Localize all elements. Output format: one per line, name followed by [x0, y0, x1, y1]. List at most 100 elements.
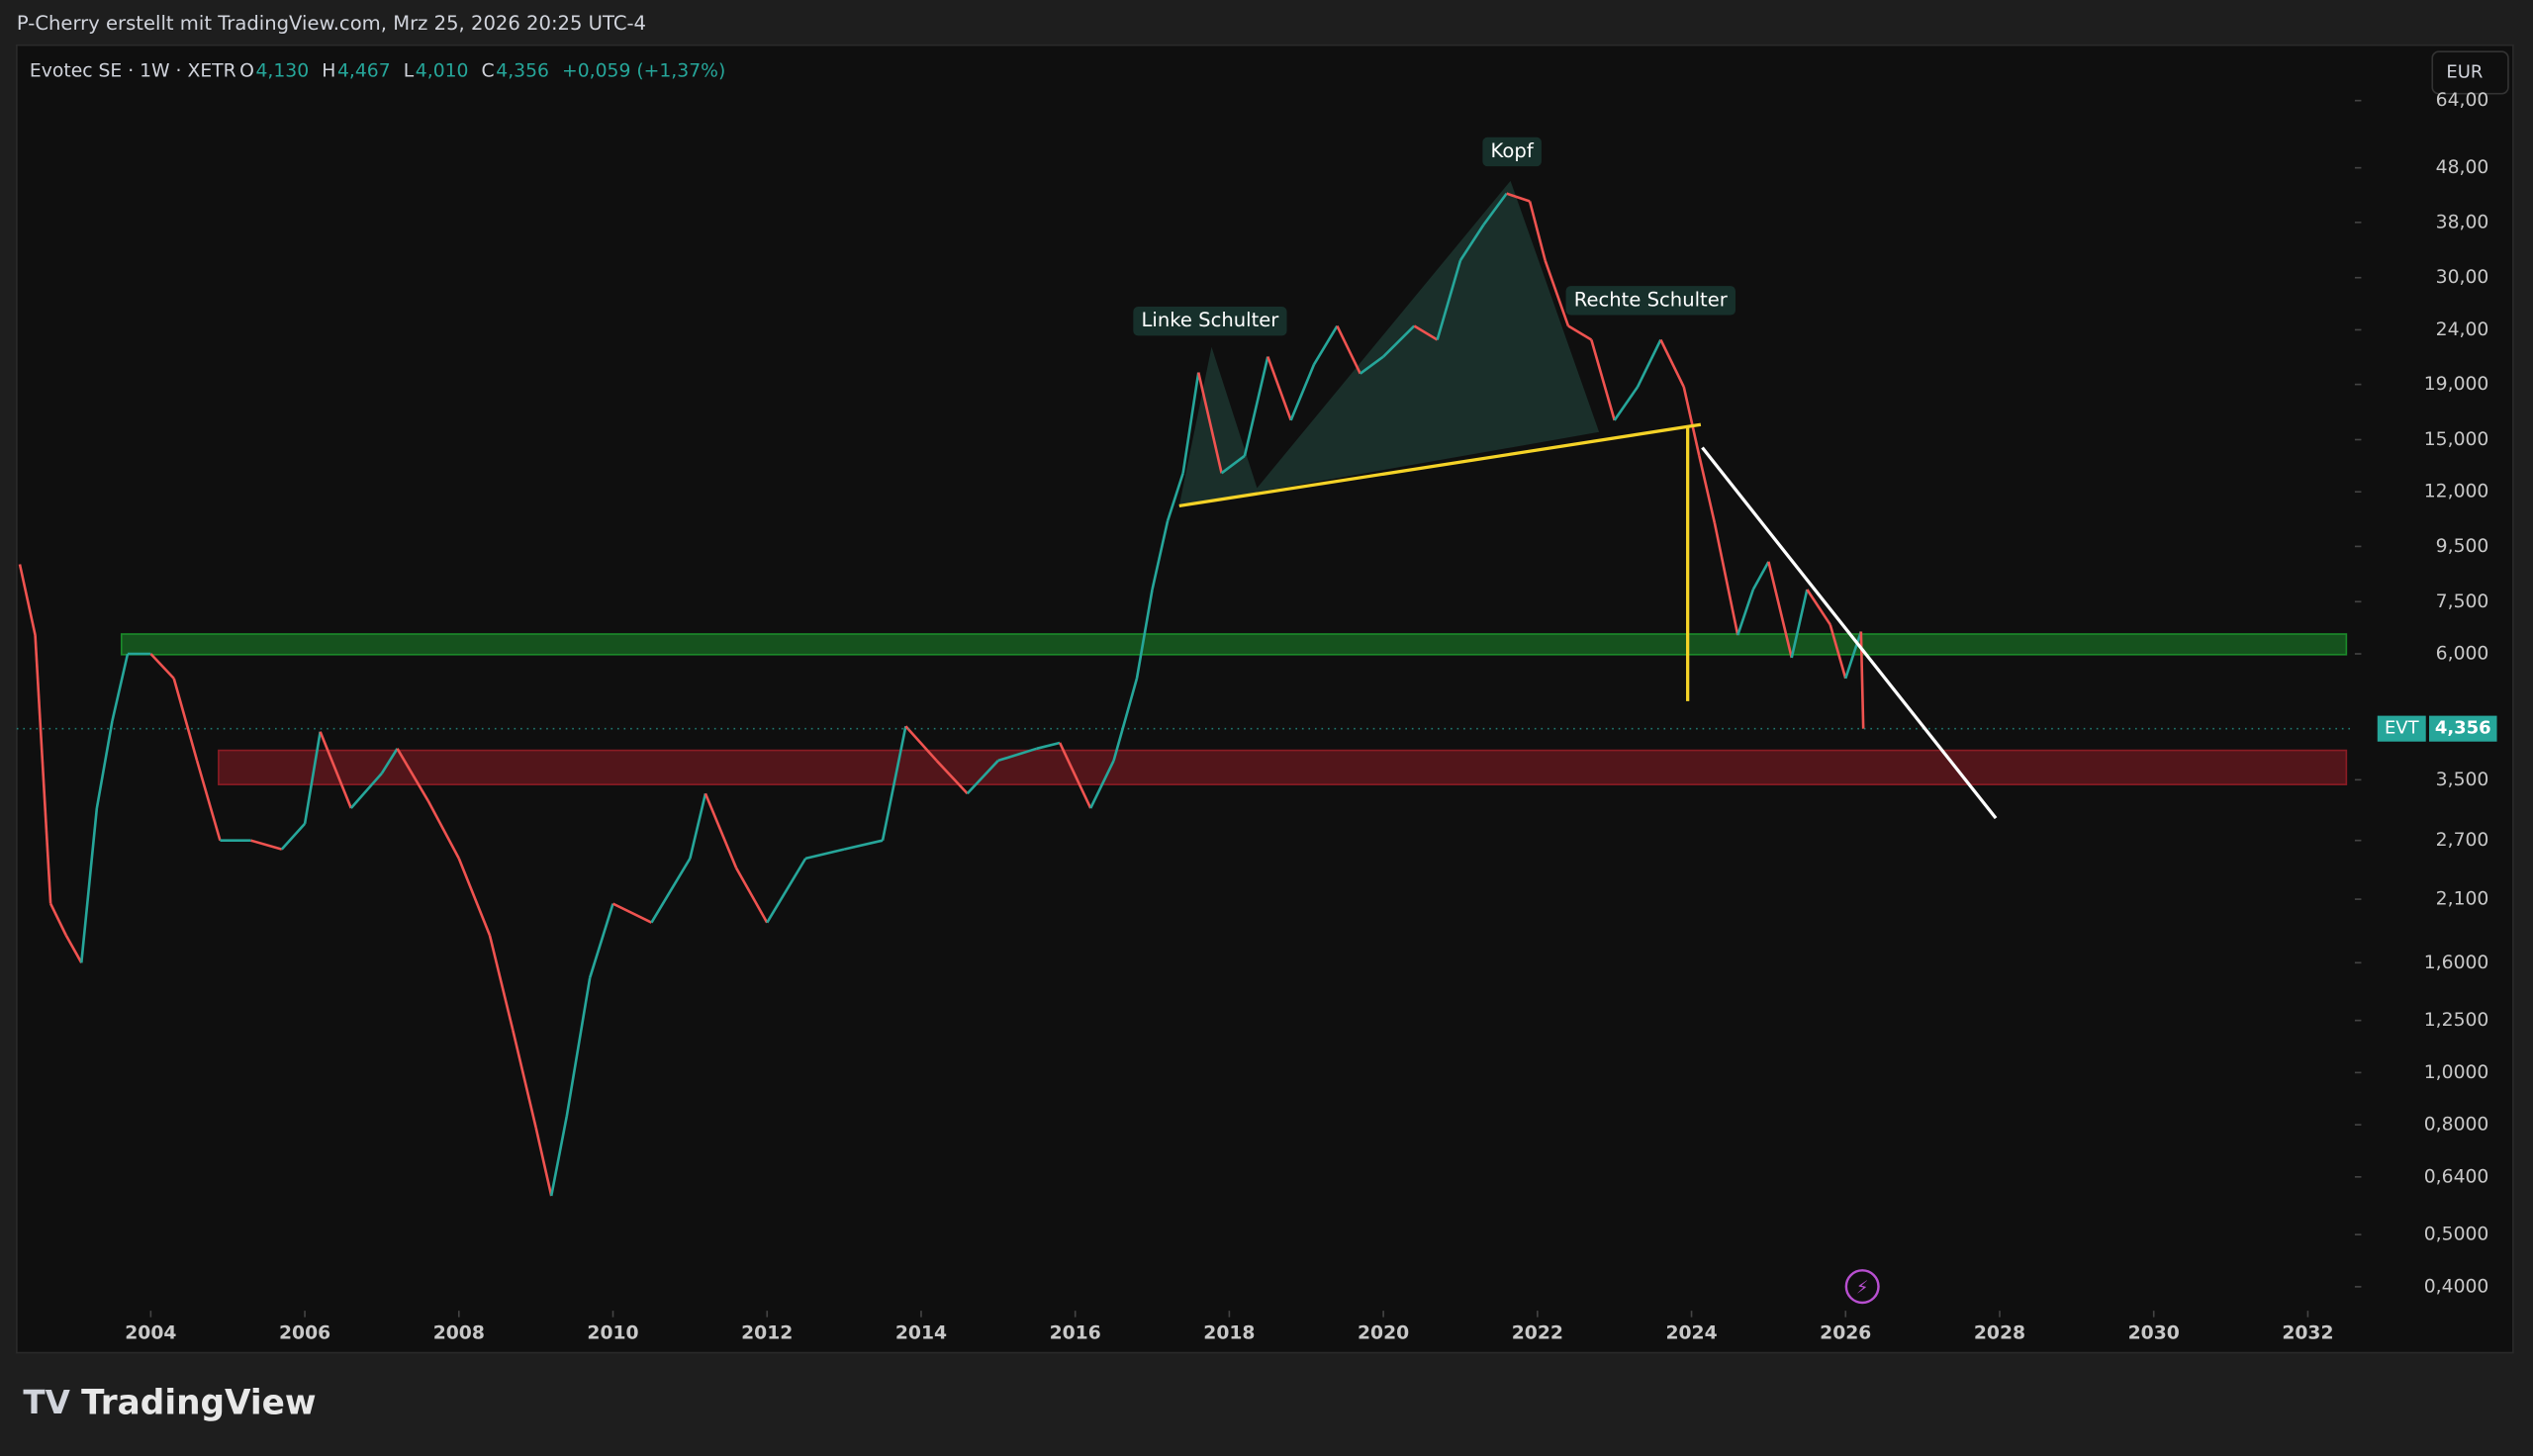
y-tick-label: 0,6400: [2424, 1166, 2489, 1187]
price-segment: [1036, 741, 1061, 751]
price-segment: [64, 934, 83, 963]
change: +0,059 (+1,37%): [562, 60, 725, 81]
price-segment: [1528, 201, 1547, 261]
x-tick-label: 2032: [2282, 1322, 2333, 1343]
price-segment: [1089, 760, 1115, 809]
price-segment: [1458, 224, 1485, 261]
x-tick-label: 2018: [1203, 1322, 1255, 1343]
x-tick-label: 2004: [125, 1322, 176, 1343]
footer-logo: TradingView: [81, 1383, 316, 1422]
price-tag-symbol: EVT: [2385, 718, 2420, 739]
y-tick-label: 1,6000: [2424, 953, 2489, 973]
ohlc-value: 4,130: [255, 60, 309, 81]
event-icon[interactable]: [1844, 1269, 1880, 1305]
price-segment: [79, 807, 99, 963]
y-tick-label: 0,8000: [2424, 1115, 2489, 1136]
price-segment: [1220, 454, 1246, 475]
y-tick-label: 64,00: [2436, 90, 2489, 111]
y-tick-label: 24,00: [2436, 319, 2489, 340]
price-segment: [1151, 520, 1170, 591]
x-tick-label: 2016: [1050, 1322, 1101, 1343]
price-segment: [1544, 259, 1570, 326]
price-segment: [565, 977, 592, 1117]
price-segment: [149, 653, 175, 680]
y-tick-label: 19,000: [2424, 374, 2489, 395]
price-segment: [704, 792, 738, 869]
price-segment: [966, 760, 999, 795]
price-segment: [111, 653, 130, 722]
price-zone: [218, 749, 2348, 785]
ohlc-key: L: [404, 60, 415, 81]
x-tick-label: 2022: [1512, 1322, 1563, 1343]
y-tick-label: 38,00: [2436, 212, 2489, 232]
drawing-line: [1701, 446, 1998, 820]
price-segment: [1698, 455, 1717, 524]
price-segment: [1135, 589, 1154, 680]
price-segment: [1382, 324, 1416, 358]
symbol-title: Evotec SE · 1W · XETR: [30, 60, 236, 81]
price-segment: [488, 935, 515, 1031]
y-tick-label: 6,000: [2436, 644, 2489, 665]
price-segment: [766, 858, 807, 924]
x-tick-label: 2014: [895, 1322, 947, 1343]
currency: EUR: [2446, 61, 2483, 82]
price-segment: [1436, 259, 1462, 340]
price-segment: [172, 678, 199, 762]
x-tick-label: 2008: [433, 1322, 485, 1343]
price-segment: [935, 760, 969, 795]
price-segment: [303, 731, 322, 825]
price-segment: [1829, 624, 1847, 680]
price-segment: [997, 747, 1038, 763]
event-icon-glyph: ⚡: [1856, 1277, 1869, 1298]
price-segment: [650, 858, 692, 924]
chart-frame: [16, 44, 2514, 1354]
price-segment: [1682, 386, 1701, 457]
price-segment: [843, 839, 884, 851]
x-tick-label: 2024: [1665, 1322, 1717, 1343]
price-segment: [689, 792, 707, 860]
price-segment: [1336, 324, 1361, 375]
price-zone: [120, 633, 2348, 656]
price-segment: [512, 1029, 537, 1129]
price-segment: [280, 822, 307, 851]
price-segment: [1736, 589, 1755, 636]
price-segment: [1590, 339, 1616, 421]
price-segment: [804, 848, 845, 861]
y-tick-label: 12,000: [2424, 482, 2489, 502]
price-segment: [1751, 561, 1770, 591]
price-tag: 4,356: [2435, 718, 2491, 739]
price-segment: [426, 799, 460, 860]
y-tick-label: 15,000: [2424, 429, 2489, 450]
y-tick-label: 2,700: [2436, 830, 2489, 851]
price-segment: [1166, 472, 1184, 521]
x-tick-label: 2030: [2128, 1322, 2180, 1343]
annotation: Rechte Schulter: [1574, 288, 1729, 311]
drawing-line: [1178, 422, 1702, 508]
price-segment: [1359, 355, 1384, 375]
currency-button[interactable]: [2431, 50, 2509, 95]
price-segment: [611, 902, 653, 924]
price-segment: [734, 866, 769, 924]
price-segment: [380, 748, 399, 774]
price-tag-symbol-bg: [2377, 715, 2426, 742]
price-segment: [1266, 356, 1292, 421]
annotation-bg: [1133, 307, 1287, 336]
annotation: Kopf: [1491, 139, 1535, 162]
y-tick-label: 0,5000: [2424, 1225, 2489, 1245]
y-tick-label: 48,00: [2436, 157, 2489, 178]
y-tick-label: 9,500: [2436, 536, 2489, 557]
ohlc-value: 4,356: [496, 60, 549, 81]
price-segment: [457, 858, 492, 936]
x-tick-label: 2026: [1820, 1322, 1871, 1343]
x-tick-label: 2028: [1974, 1322, 2025, 1343]
price-segment: [18, 564, 37, 636]
price-segment: [1613, 386, 1640, 421]
price-segment: [549, 1116, 569, 1197]
x-tick-label: 2006: [279, 1322, 330, 1343]
price-segment: [1790, 589, 1809, 659]
head-shoulders-area: [1178, 180, 1600, 506]
ohlc-value: 4,467: [337, 60, 391, 81]
y-tick-label: 1,0000: [2424, 1062, 2489, 1083]
price-segment: [319, 731, 353, 809]
price-segment: [1636, 338, 1662, 388]
